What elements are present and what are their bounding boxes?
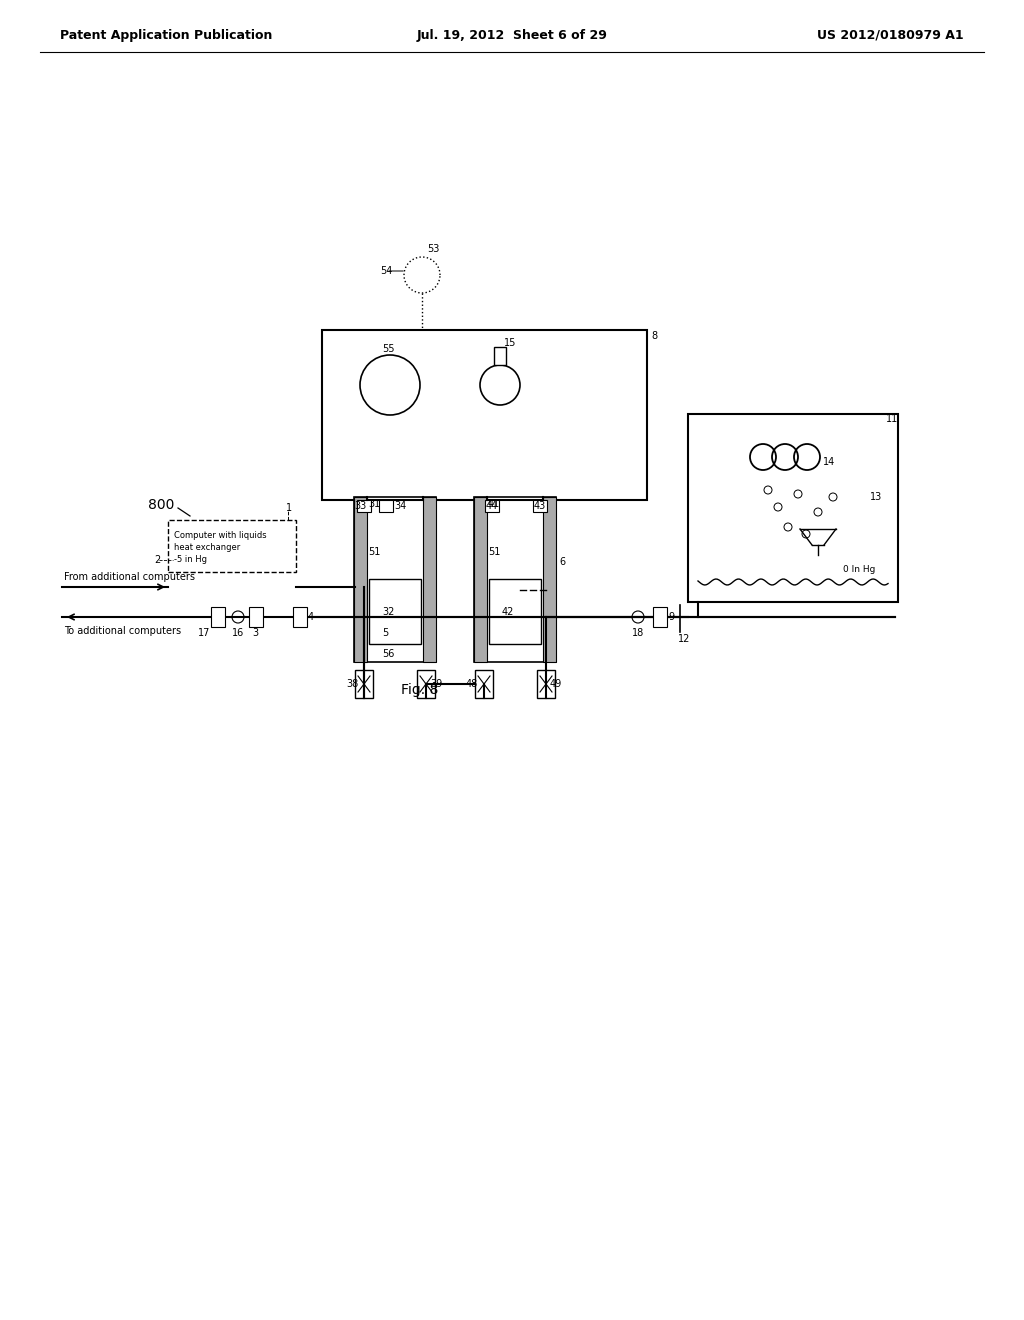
Bar xyxy=(489,579,541,644)
Text: 31: 31 xyxy=(368,499,380,510)
Text: 34: 34 xyxy=(394,502,407,511)
Text: 38: 38 xyxy=(346,678,358,689)
Bar xyxy=(354,498,436,663)
Text: 8: 8 xyxy=(651,331,657,341)
Bar xyxy=(534,500,547,512)
Bar xyxy=(423,498,436,663)
Text: 14: 14 xyxy=(823,457,836,467)
Text: 18: 18 xyxy=(632,628,644,638)
Text: 42: 42 xyxy=(502,607,514,616)
Text: 11: 11 xyxy=(886,414,898,424)
Text: heat exchanger: heat exchanger xyxy=(174,544,241,553)
Text: 17: 17 xyxy=(198,628,210,638)
Text: 12: 12 xyxy=(678,634,690,644)
Bar xyxy=(494,347,506,366)
Text: Jul. 19, 2012  Sheet 6 of 29: Jul. 19, 2012 Sheet 6 of 29 xyxy=(417,29,607,41)
Text: -5 in Hg: -5 in Hg xyxy=(174,556,207,565)
Bar xyxy=(688,414,898,602)
Bar xyxy=(417,671,435,698)
Text: Fig. 8: Fig. 8 xyxy=(401,682,438,697)
Text: 54: 54 xyxy=(380,267,392,276)
Text: 56: 56 xyxy=(382,649,394,659)
Bar xyxy=(485,500,499,512)
Text: 41: 41 xyxy=(488,499,501,510)
Bar xyxy=(474,498,487,663)
Circle shape xyxy=(360,355,420,414)
Bar xyxy=(369,579,421,644)
Text: 44: 44 xyxy=(486,502,499,511)
Bar xyxy=(379,500,393,512)
Text: 9: 9 xyxy=(668,612,674,622)
Bar xyxy=(653,607,667,627)
Text: 51: 51 xyxy=(368,546,380,557)
Bar xyxy=(357,500,371,512)
Text: Patent Application Publication: Patent Application Publication xyxy=(60,29,272,41)
Bar xyxy=(475,671,493,698)
Text: Computer with liquids: Computer with liquids xyxy=(174,532,266,540)
Bar xyxy=(293,607,307,627)
Bar xyxy=(354,498,367,663)
Text: 5: 5 xyxy=(382,628,388,638)
Circle shape xyxy=(232,611,244,623)
Circle shape xyxy=(480,366,520,405)
Text: 49: 49 xyxy=(550,678,562,689)
Text: 3: 3 xyxy=(252,628,258,638)
Text: 1: 1 xyxy=(286,503,292,513)
Text: To additional computers: To additional computers xyxy=(63,626,181,636)
Text: 33: 33 xyxy=(354,502,367,511)
Text: 32: 32 xyxy=(382,607,394,616)
Text: 39: 39 xyxy=(430,678,442,689)
Text: 800: 800 xyxy=(148,498,174,512)
Bar xyxy=(249,607,263,627)
Bar xyxy=(355,671,373,698)
Bar xyxy=(211,607,225,627)
Text: 15: 15 xyxy=(504,338,516,348)
Text: 6: 6 xyxy=(559,557,565,568)
Text: From additional computers: From additional computers xyxy=(63,572,195,582)
Bar xyxy=(474,498,556,663)
Text: 48: 48 xyxy=(466,678,478,689)
Circle shape xyxy=(632,611,644,623)
Bar xyxy=(543,498,556,663)
Bar xyxy=(168,520,296,572)
Text: 0 In Hg: 0 In Hg xyxy=(843,565,876,574)
Text: 51: 51 xyxy=(488,546,501,557)
Text: 55: 55 xyxy=(382,345,394,354)
Text: 53: 53 xyxy=(427,244,439,253)
Text: 13: 13 xyxy=(870,492,883,502)
Bar xyxy=(537,671,555,698)
Bar xyxy=(322,330,647,500)
Text: 4: 4 xyxy=(308,612,314,622)
Text: 2: 2 xyxy=(154,554,160,565)
Text: 16: 16 xyxy=(232,628,245,638)
Text: US 2012/0180979 A1: US 2012/0180979 A1 xyxy=(817,29,964,41)
Text: 43: 43 xyxy=(534,502,546,511)
